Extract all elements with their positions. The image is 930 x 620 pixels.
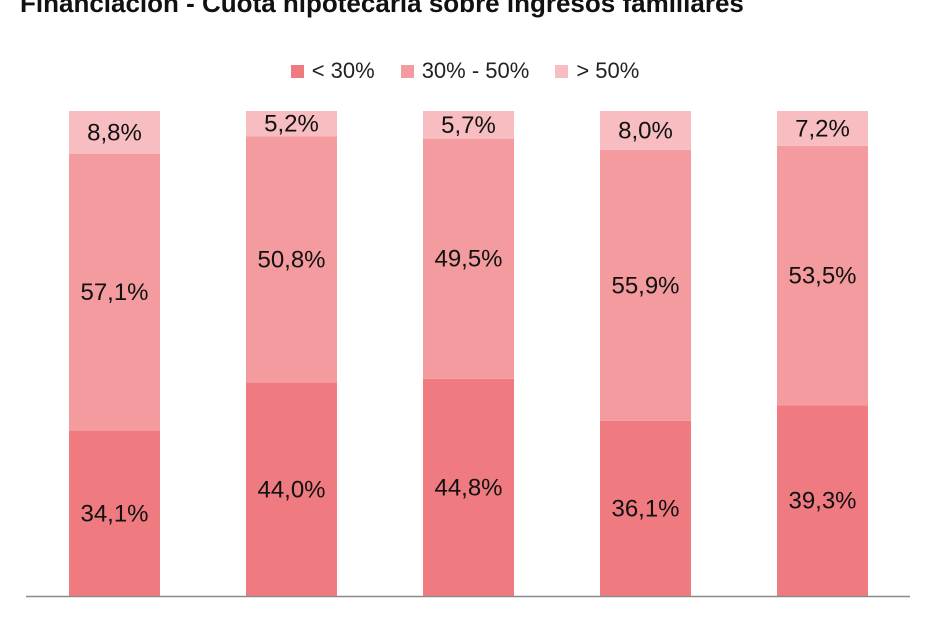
legend-item-gt50: > 50% — [555, 58, 639, 84]
legend-item-lt30: < 30% — [290, 58, 375, 84]
data-label-1-1: 34,1% — [80, 500, 148, 527]
data-label-4-2: 55,9% — [611, 272, 679, 299]
bar-segment-5-2 — [777, 145, 868, 406]
data-label-3-1: 44,8% — [434, 474, 502, 501]
data-label-3-2: 49,5% — [434, 246, 502, 273]
bar-segment-4-2 — [600, 149, 691, 421]
legend-label-30-50: 30% - 50% — [421, 58, 530, 83]
bar-segment-1-2 — [69, 153, 160, 431]
legend-label-gt50: > 50% — [576, 58, 640, 83]
chart-title: Financiación - Cuota hipotecaria sobre i… — [20, 0, 744, 18]
bar-segment-2-1 — [246, 382, 337, 596]
data-label-2-2: 50,8% — [257, 246, 325, 273]
legend-swatch-lt30 — [290, 64, 304, 78]
bar-segment-1-3 — [69, 111, 160, 154]
data-label-1-2: 57,1% — [80, 279, 148, 306]
bar-segment-4-3 — [600, 111, 691, 150]
bar-segment-5-3 — [777, 111, 868, 146]
data-label-5-1: 39,3% — [788, 488, 856, 515]
data-label-2-3: 5,2% — [264, 111, 319, 138]
bar-segment-4-1 — [600, 420, 691, 596]
bar-segment-3-3 — [423, 111, 514, 139]
data-label-5-2: 53,5% — [788, 263, 856, 290]
legend-swatch-gt50 — [555, 64, 569, 78]
data-label-4-3: 8,0% — [618, 117, 673, 144]
legend-swatch-30-50 — [400, 64, 414, 78]
bar-segment-3-2 — [423, 138, 514, 379]
data-label-4-1: 36,1% — [611, 495, 679, 522]
legend-item-30-50: 30% - 50% — [400, 58, 530, 84]
data-label-5-3: 7,2% — [795, 115, 850, 142]
legend: < 30% 30% - 50% > 50% — [0, 58, 930, 84]
bar-segment-3-1 — [423, 378, 514, 596]
data-label-2-1: 44,0% — [257, 476, 325, 503]
bar-segment-2-3 — [246, 111, 337, 137]
legend-label-lt30: < 30% — [311, 58, 375, 83]
data-label-1-3: 8,8% — [87, 119, 142, 146]
data-label-3-3: 5,7% — [441, 112, 496, 139]
bar-segment-5-1 — [777, 405, 868, 596]
bar-segment-2-2 — [246, 136, 337, 383]
bar-segment-1-1 — [69, 430, 160, 596]
